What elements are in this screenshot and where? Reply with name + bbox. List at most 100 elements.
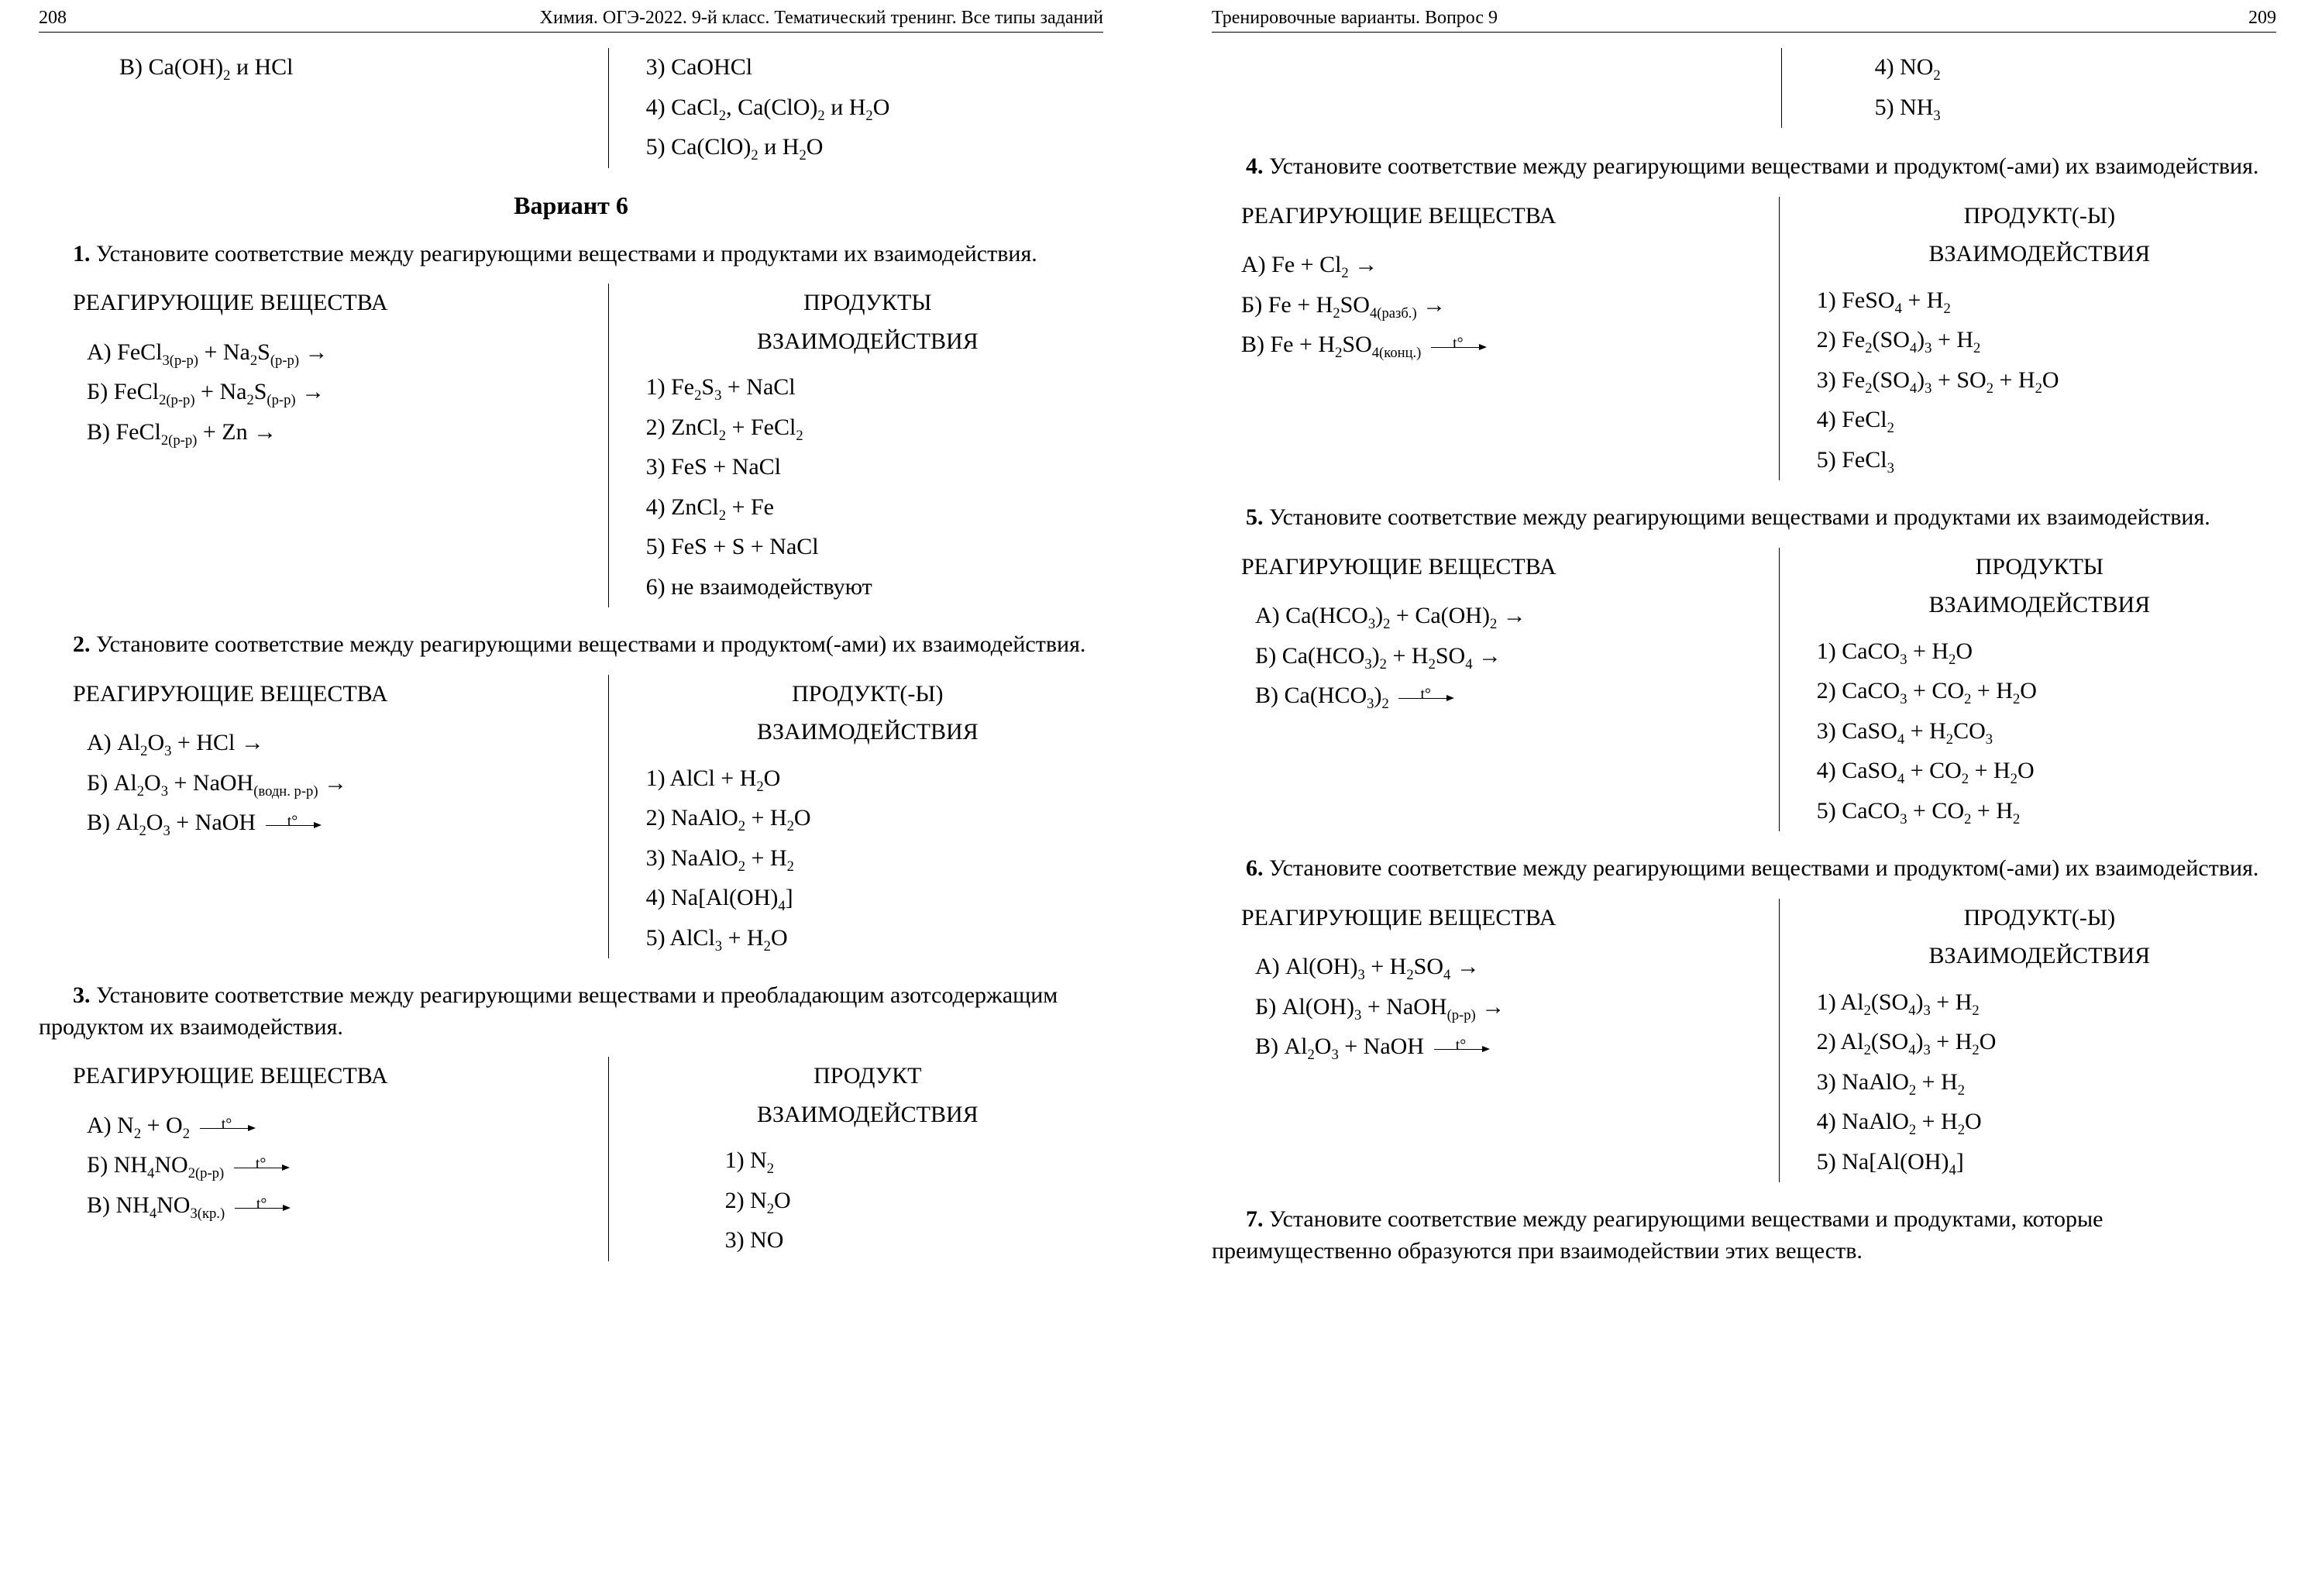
- problem-1: 1. Установите соответствие между реагиру…: [39, 239, 1103, 608]
- list-item: Б) FeCl2(р-р) + Na2S(р-р) →: [87, 373, 590, 411]
- continued-options: В) Ca(OH)2 и HCl 3) CaOHCl 4) CaCl2, Ca(…: [73, 48, 1103, 168]
- problem-text: 6. Установите соответствие между реагиру…: [1212, 853, 2276, 885]
- problem-body: Установите соответствие между реагирующи…: [96, 631, 1085, 657]
- list-item: 6) не взаимодействуют: [646, 568, 1103, 607]
- list-item: А) FeCl3(р-р) + Na2S(р-р) →: [87, 333, 590, 372]
- list-item: В) Ca(OH)2 и HCl: [119, 48, 590, 87]
- problem-4: 4. Установите соответствие между реагиру…: [1212, 151, 2276, 480]
- list-item: Б) Al(OH)3 + NaOH(р-р) →: [1255, 988, 1760, 1027]
- list-item: Б) Al2O3 + NaOH(водн. р-р) →: [87, 764, 590, 803]
- problem-7: 7. Установите соответствие между реагиру…: [1212, 1204, 2276, 1267]
- problem-text: 5. Установите соответствие между реагиру…: [1212, 502, 2276, 534]
- list-item: Б) NH4NO2(р-р) t°: [87, 1146, 590, 1185]
- list-item: 2) Fe2(SO4)3 + H2: [1817, 321, 2276, 359]
- problem-number: 3.: [73, 982, 91, 1008]
- list-item: В) FeCl2(р-р) + Zn →: [87, 413, 590, 452]
- list-item: 3) FeS + NaCl: [646, 448, 1103, 487]
- page-header: 208 Химия. ОГЭ-2022. 9-й класс. Тематиче…: [39, 8, 1103, 33]
- col-header: ПРОДУКТ(-Ы)ВЗАИМОДЕЙСТВИЯ: [1803, 899, 2276, 975]
- list-item: В) NH4NO3(кр.) t°: [87, 1186, 590, 1225]
- problem-number: 2.: [73, 631, 91, 657]
- list-item: 1) N2: [725, 1141, 1103, 1180]
- header-title: Химия. ОГЭ-2022. 9-й класс. Тематический…: [540, 8, 1103, 29]
- problem-3: 3. Установите соответствие между реагиру…: [39, 980, 1103, 1261]
- col-header: РЕАГИРУЮЩИЕ ВЕЩЕСТВА: [1241, 899, 1760, 937]
- list-item: 2) CaCO3 + CO2 + H2O: [1817, 672, 2276, 710]
- list-item: 4) FeCl2: [1817, 401, 2276, 439]
- problem-text: 7. Установите соответствие между реагиру…: [1212, 1204, 2276, 1267]
- problem-5: 5. Установите соответствие между реагиру…: [1212, 502, 2276, 831]
- problem-text: 4. Установите соответствие между реагиру…: [1212, 151, 2276, 183]
- page-209: Тренировочные варианты. Вопрос 9 209 4) …: [1158, 0, 2315, 1596]
- list-item: А) N2 + O2 t°: [87, 1106, 590, 1145]
- list-item: А) Al2O3 + HCl →: [87, 724, 590, 762]
- continued-options: 4) NO2 5) NH3: [1246, 48, 2276, 128]
- problem-number: 6.: [1246, 855, 1264, 881]
- list-item: 2) N2O: [725, 1182, 1103, 1220]
- list-item: 5) Na[Al(OH)4]: [1817, 1143, 2276, 1182]
- problem-text: 1. Установите соответствие между реагиру…: [39, 239, 1103, 270]
- problem-body: Установите соответствие между реагирующи…: [96, 241, 1037, 267]
- problem-6: 6. Установите соответствие между реагиру…: [1212, 853, 2276, 1182]
- col-header: РЕАГИРУЮЩИЕ ВЕЩЕСТВА: [73, 1057, 590, 1096]
- list-item: 1) AlCl + H2O: [646, 759, 1103, 798]
- col-header: РЕАГИРУЮЩИЕ ВЕЩЕСТВА: [73, 675, 590, 714]
- list-item: 4) ZnCl2 + Fe: [646, 488, 1103, 527]
- problem-number: 1.: [73, 241, 91, 267]
- list-item: А) Fe + Cl2 →: [1241, 246, 1760, 284]
- list-item: 3) Fe2(SO4)3 + SO2 + H2O: [1817, 361, 2276, 400]
- list-item: 4) CaCl2, Ca(ClO)2 и H2O: [646, 88, 1103, 127]
- problem-body: Установите соответствие между реагирующи…: [1269, 855, 2258, 881]
- list-item: Б) Ca(HCO3)2 + H2SO4 →: [1255, 637, 1760, 676]
- list-item: 5) FeS + S + NaCl: [646, 528, 1103, 566]
- list-item: 3) CaOHCl: [646, 48, 1103, 87]
- col-header: РЕАГИРУЮЩИЕ ВЕЩЕСТВА: [1241, 197, 1760, 236]
- list-item: В) Ca(HCO3)2 t°: [1255, 676, 1760, 715]
- list-item: 4) Na[Al(OH)4]: [646, 879, 1103, 917]
- list-item: В) Al2O3 + NaOH t°: [87, 803, 590, 842]
- list-item: 1) CaCO3 + H2O: [1817, 632, 2276, 671]
- list-item: 2) NaAlO2 + H2O: [646, 799, 1103, 838]
- list-item: 4) NO2: [1875, 48, 2276, 87]
- list-item: 1) Al2(SO4)3 + H2: [1817, 983, 2276, 1022]
- problem-number: 4.: [1246, 153, 1264, 179]
- list-item: 5) Ca(ClO)2 и H2O: [646, 128, 1103, 167]
- problem-body: Установите соответствие между реагирующи…: [1212, 1206, 2103, 1264]
- col-header: РЕАГИРУЮЩИЕ ВЕЩЕСТВА: [1241, 548, 1760, 586]
- header-title: Тренировочные варианты. Вопрос 9: [1212, 8, 1498, 29]
- list-item: 2) ZnCl2 + FeCl2: [646, 408, 1103, 447]
- problem-body: Установите соответствие между реагирующи…: [39, 982, 1058, 1040]
- variant-title: Вариант 6: [39, 191, 1103, 220]
- list-item: 1) Fe2S3 + NaCl: [646, 368, 1103, 407]
- page-header: Тренировочные варианты. Вопрос 9 209: [1212, 8, 2276, 33]
- list-item: 3) NaAlO2 + H2: [1817, 1063, 2276, 1102]
- list-item: В) Fe + H2SO4(конц.) t°: [1241, 325, 1760, 364]
- list-item: 5) CaCO3 + CO2 + H2: [1817, 792, 2276, 831]
- problem-text: 3. Установите соответствие между реагиру…: [39, 980, 1103, 1043]
- list-item: 1) FeSO4 + H2: [1817, 281, 2276, 320]
- list-item: 4) NaAlO2 + H2O: [1817, 1102, 2276, 1141]
- list-item: Б) Fe + H2SO4(разб.) →: [1241, 286, 1760, 325]
- list-item: В) Al2O3 + NaOH t°: [1255, 1027, 1760, 1066]
- list-item: 5) NH3: [1875, 88, 2276, 127]
- problem-body: Установите соответствие между реагирующи…: [1269, 153, 2258, 179]
- list-item: 3) CaSO4 + H2CO3: [1817, 712, 2276, 751]
- problem-body: Установите соответствие между реагирующи…: [1269, 504, 2210, 530]
- problem-number: 7.: [1246, 1206, 1264, 1232]
- problem-text: 2. Установите соответствие между реагиру…: [39, 629, 1103, 661]
- col-header: ПРОДУКТ(-Ы)ВЗАИМОДЕЙСТВИЯ: [632, 675, 1103, 752]
- page-number: 209: [2248, 8, 2276, 29]
- col-header: ПРОДУКТ(-Ы)ВЗАИМОДЕЙСТВИЯ: [1803, 197, 2276, 273]
- list-item: 5) AlCl3 + H2O: [646, 919, 1103, 958]
- list-item: 3) NO: [725, 1221, 1103, 1260]
- page-number: 208: [39, 8, 67, 29]
- list-item: 2) Al2(SO4)3 + H2O: [1817, 1023, 2276, 1061]
- col-header: РЕАГИРУЮЩИЕ ВЕЩЕСТВА: [73, 284, 590, 322]
- problem-2: 2. Установите соответствие между реагиру…: [39, 629, 1103, 958]
- page-208: 208 Химия. ОГЭ-2022. 9-й класс. Тематиче…: [0, 0, 1158, 1596]
- list-item: А) Al(OH)3 + H2SO4 →: [1255, 948, 1760, 986]
- problem-number: 5.: [1246, 504, 1264, 530]
- list-item: 4) CaSO4 + CO2 + H2O: [1817, 752, 2276, 790]
- col-header: ПРОДУКТЫВЗАИМОДЕЙСТВИЯ: [1803, 548, 2276, 624]
- list-item: А) Ca(HCO3)2 + Ca(OH)2 →: [1255, 597, 1760, 635]
